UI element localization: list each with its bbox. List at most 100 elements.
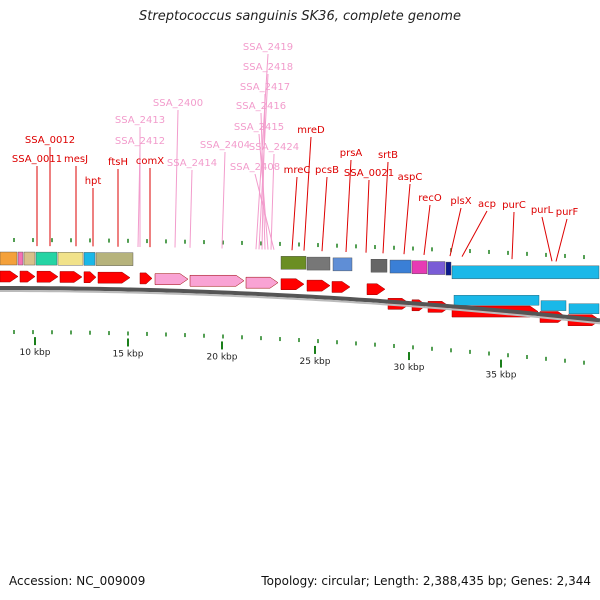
feature-bar	[427, 261, 446, 275]
leader-line	[541, 216, 553, 262]
feature-bar	[95, 252, 134, 266]
feature-bar	[35, 251, 58, 266]
gene-label: SSA_2412	[115, 136, 165, 147]
feature-bar	[568, 303, 600, 314]
gene-label: SSA_2415	[234, 122, 284, 133]
leader-line	[511, 211, 515, 260]
leader-line	[461, 210, 488, 257]
genome-backbone	[0, 286, 600, 325]
gene-arrow	[36, 270, 59, 283]
feature-bar	[57, 252, 84, 266]
gene-arrow	[189, 274, 245, 287]
gene-label: purL	[531, 205, 554, 216]
leader-line	[345, 159, 352, 253]
feature-bar	[540, 300, 567, 311]
leader-line	[254, 173, 275, 250]
gene-label: mreC	[284, 165, 311, 176]
gene-label: comX	[136, 156, 164, 167]
gene-label: SSA_0011	[12, 154, 62, 165]
scale-label: 35 kbp	[486, 371, 517, 381]
feature-bar	[453, 295, 540, 306]
gene-label: SSA_0012	[25, 135, 75, 146]
gene-label: SSA_2400	[153, 98, 203, 109]
feature-bar	[332, 257, 353, 272]
gene-label: plsX	[450, 196, 471, 207]
gene-label: SSA_2404	[200, 140, 250, 151]
gene-label: SSA_2424	[249, 142, 299, 153]
gene-label: hpt	[85, 176, 102, 187]
gene-label: SSA_2419	[243, 42, 293, 53]
feature-bar	[0, 251, 18, 266]
feature-bar	[451, 265, 600, 280]
gene-arrow	[280, 278, 305, 290]
scale-label: 15 kbp	[113, 349, 144, 359]
gene-label: srtB	[378, 150, 398, 161]
leader-line	[449, 207, 462, 257]
gene-label: mesJ	[64, 154, 88, 165]
label-leader-lines	[36, 53, 568, 262]
feature-bar	[280, 256, 307, 270]
gene-label: recO	[418, 193, 442, 204]
tick-marks	[13, 238, 585, 365]
gene-label: ftsH	[108, 157, 128, 168]
leader-line	[137, 147, 141, 247]
gene-label: SSA_2413	[115, 115, 165, 126]
gene-arrow	[366, 283, 386, 295]
feature-bar	[411, 260, 428, 275]
feature-color-bars	[0, 251, 600, 314]
gene-label: aspC	[398, 172, 423, 183]
gene-label: pcsB	[315, 165, 339, 176]
gene-label: acp	[478, 199, 496, 210]
gene-arrow	[245, 276, 279, 289]
leader-line	[403, 183, 411, 255]
gene-arrow	[83, 271, 97, 283]
leader-line	[382, 161, 389, 254]
leader-line	[189, 169, 193, 248]
leader-line	[221, 151, 226, 249]
leader-line	[291, 176, 298, 251]
gene-arrow	[59, 271, 83, 283]
scale-label: 20 kbp	[207, 352, 238, 362]
leader-line	[555, 218, 568, 262]
gene-label: SSA_0021	[344, 168, 394, 179]
feature-bar	[23, 251, 36, 266]
gene-label: mreD	[297, 125, 325, 136]
scale-label: 25 kbp	[300, 357, 331, 367]
feature-bar	[17, 251, 24, 266]
feature-bar	[445, 261, 452, 276]
feature-bar	[306, 256, 331, 271]
gene-arrow	[19, 270, 36, 283]
leader-line	[365, 179, 370, 253]
leader-line	[270, 153, 275, 250]
leader-line	[258, 133, 269, 250]
scale-labels: 10 kbp 15 kbp 20 kbp 25 kbp 30 kbp 35 kbp	[20, 337, 517, 381]
gene-arrow	[306, 279, 331, 292]
gene-label: SSA_2418	[243, 62, 293, 73]
scale-label: 10 kbp	[20, 348, 51, 358]
gene-label: SSA_2414	[167, 158, 217, 169]
gene-label: SSA_2408	[230, 162, 280, 173]
topology-text: Topology: circular; Length: 2,388,435 bp…	[261, 574, 591, 588]
leader-line	[321, 176, 328, 252]
leader-line	[303, 136, 312, 251]
accession-text: Accession: NC_009009	[9, 574, 146, 588]
leader-line	[261, 93, 266, 250]
feature-bar	[370, 259, 388, 273]
backbone-line	[0, 286, 600, 323]
gene-arrow	[331, 281, 351, 293]
gene-arrow	[154, 273, 189, 285]
leader-line	[174, 109, 179, 248]
gene-arrow	[0, 270, 19, 283]
backbone-shadow	[0, 290, 600, 325]
gene-label: purF	[556, 207, 579, 218]
gene-label: SSA_2416	[236, 101, 286, 112]
gene-arrow	[139, 272, 153, 285]
leader-line	[423, 204, 431, 256]
gene-arrow	[97, 271, 131, 284]
map-title: Streptococcus sanguinis SK36, complete g…	[139, 9, 461, 24]
scale-label: 30 kbp	[394, 363, 425, 373]
gene-label: prsA	[340, 148, 363, 159]
gene-label: purC	[502, 200, 526, 211]
